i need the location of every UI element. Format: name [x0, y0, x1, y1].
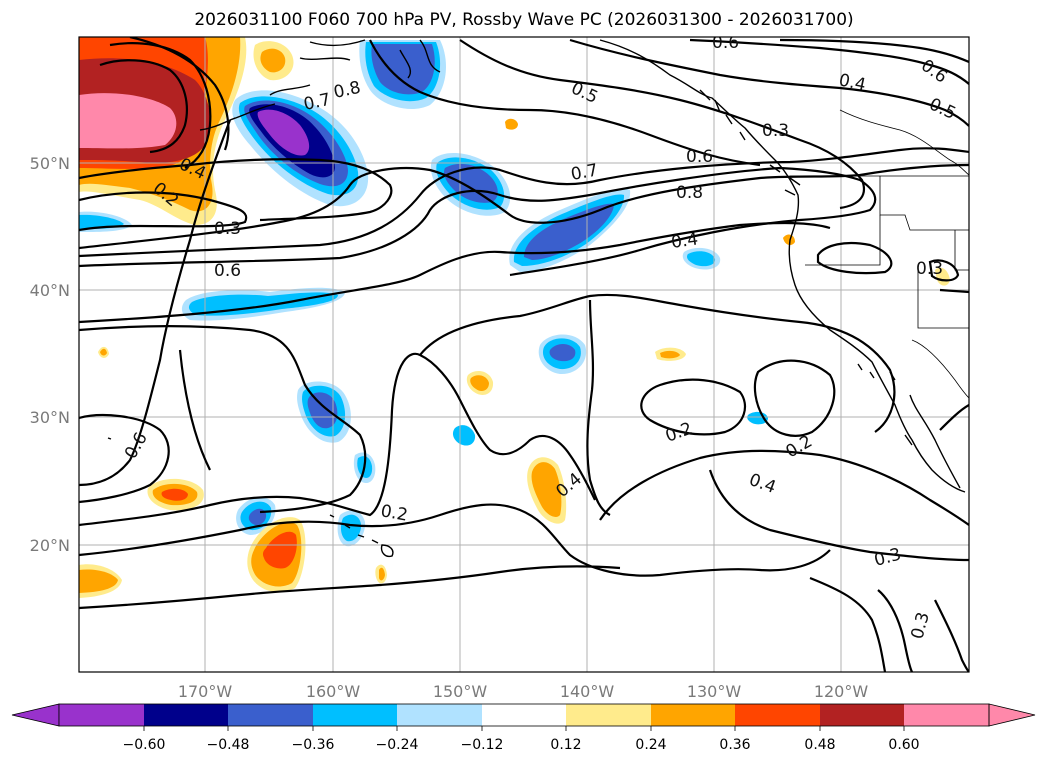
contour-label: 0.3: [916, 259, 943, 279]
contour-label: 0.6: [712, 33, 739, 53]
pv-contours: [79, 37, 969, 672]
lon-tick-label: 150°W: [433, 682, 488, 701]
lat-tick-label: 20°N: [30, 536, 70, 555]
lon-tick-label: 170°W: [178, 682, 233, 701]
colorbar-bin: [735, 704, 820, 726]
contour-label: 0.4: [670, 229, 700, 253]
colorbar-tick-label: 0.60: [888, 737, 919, 753]
colorbar-tick-label: −0.12: [461, 737, 504, 753]
contour-label: 0.3: [214, 219, 241, 239]
contour-label: 0.8: [676, 183, 703, 203]
colorbar-bin: [59, 704, 144, 726]
contour-label: 0.6: [686, 147, 713, 167]
colorbar-tick-label: 0.36: [719, 737, 750, 753]
colorbar-extend-min: [11, 703, 60, 727]
colorbar-tick-label: 0.24: [635, 737, 666, 753]
colorbar-bin: [820, 704, 904, 726]
colorbar-bin: [397, 704, 482, 726]
lat-tick-label: 50°N: [30, 154, 70, 173]
map-frame: [78, 36, 970, 673]
colorbar-bin: [313, 704, 397, 726]
lat-tick-label: 40°N: [30, 281, 70, 300]
latitude-labels: 50°N 40°N 30°N 20°N: [30, 154, 70, 555]
contour-label: 0.6: [214, 261, 241, 281]
colorbar-tick-label: −0.24: [376, 737, 419, 753]
colorbar-tick-label: 0.12: [550, 737, 581, 753]
political-borders: [790, 109, 969, 399]
colorbar-extend-max: [988, 703, 1036, 727]
colorbar-bin: [566, 704, 651, 726]
colorbar-bin: [144, 704, 228, 726]
colorbar-tick-label: −0.36: [292, 737, 335, 753]
coastlines: [107, 39, 966, 558]
contour-label: 0.3: [762, 121, 789, 141]
colorbar-bin: [904, 704, 989, 726]
pv-shading: [79, 37, 950, 598]
longitude-labels: 170°W 160°W 150°W 140°W 130°W 120°W: [178, 682, 869, 701]
lon-tick-label: 130°W: [687, 682, 742, 701]
lon-tick-label: 160°W: [306, 682, 361, 701]
lon-tick-label: 120°W: [814, 682, 869, 701]
contour-label: 0.7: [569, 161, 599, 185]
lat-tick-label: 30°N: [30, 408, 70, 427]
lon-tick-label: 140°W: [560, 682, 615, 701]
colorbar-tick-label: −0.60: [123, 737, 166, 753]
colorbar-bin: [228, 704, 313, 726]
colorbar-ticks: [143, 726, 905, 731]
colorbar-bin: [482, 704, 566, 726]
contour-label: 0.2: [379, 501, 409, 525]
colorbar-bin: [651, 704, 735, 726]
colorbar-tick-label: 0.48: [804, 737, 835, 753]
colorbar: −0.60 −0.48 −0.36 −0.24 −0.12 0.12 0.24 …: [11, 703, 1036, 753]
figure-title: 2026031100 F060 700 hPa PV, Rossby Wave …: [194, 10, 853, 30]
colorbar-tick-label: −0.48: [207, 737, 250, 753]
